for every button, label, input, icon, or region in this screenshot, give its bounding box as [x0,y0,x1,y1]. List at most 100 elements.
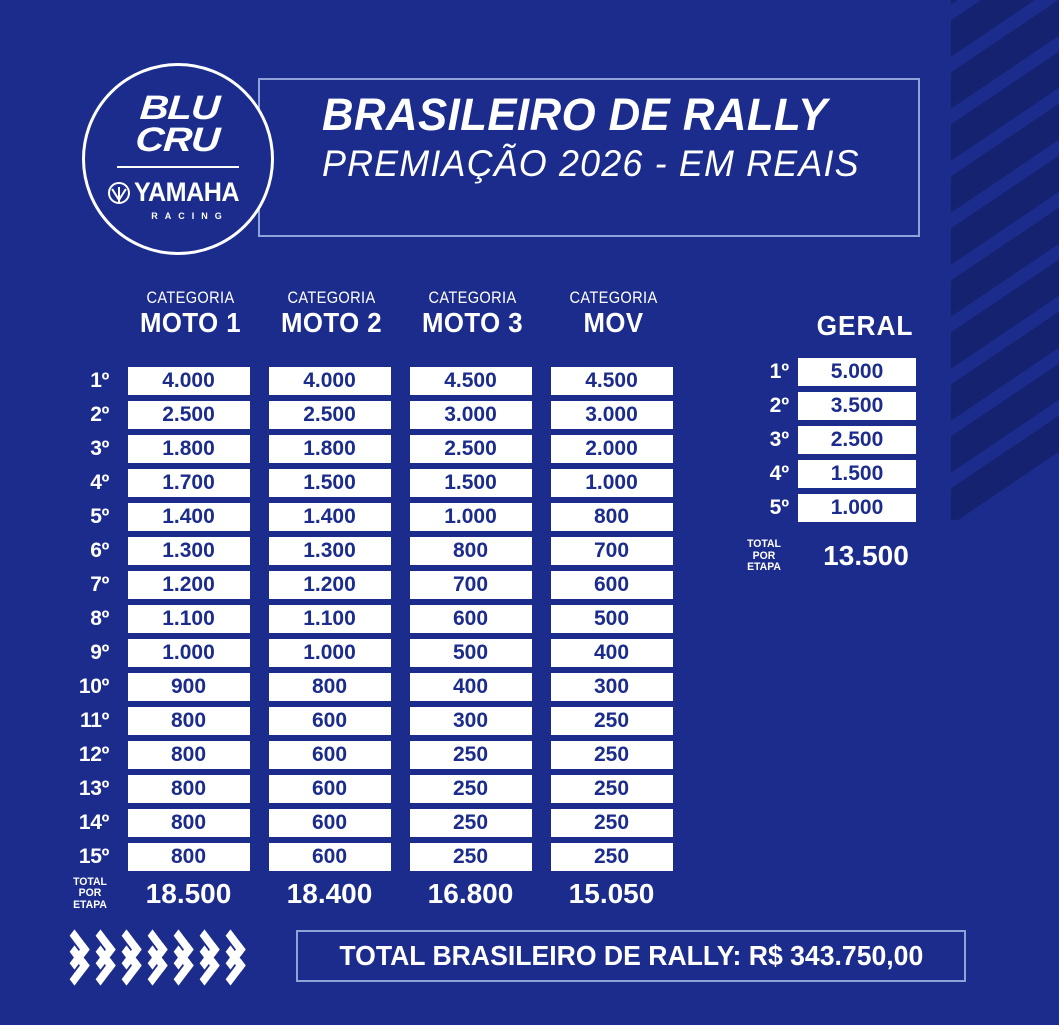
column-total-value: 18.400 [286,878,373,909]
rank-label: 1º [90,369,109,392]
table-totals-row: TOTAL POR ETAPA 18.500 18.400 16.800 15.050 [62,874,682,914]
cell-wrap: 800 [118,741,259,769]
cell-wrap: 1.000 [259,639,400,667]
prize-value-cell: 2.500 [127,401,250,429]
table-row: 9º 1.000 1.000 500 400 [62,636,682,670]
prize-value-cell: 1.800 [268,435,391,463]
rank-label: 15º [78,845,109,868]
cell-wrap: 3.000 [400,401,541,429]
logo-divider [117,166,239,169]
prize-value-cell: 700 [550,537,673,565]
cell-wrap: 1.400 [259,503,400,531]
prize-value-cell: 1.300 [127,537,250,565]
prize-value-cell: 3.000 [550,401,673,429]
geral-row: 3º 2.500 [730,423,960,457]
column-category-label: CATEGORIA [428,288,517,307]
rank-label: 6º [90,539,109,562]
prize-value-cell: 600 [550,571,673,599]
geral-rank-label: 5º [769,496,789,519]
prize-value-cell: 1.100 [127,605,250,633]
column-name-label: MOTO 2 [280,307,383,338]
cell-wrap: 1.100 [259,605,400,633]
geral-rank-label: 4º [769,462,789,485]
prize-value-cell: 1.200 [268,571,391,599]
blu-cru-line2: CRU [133,120,220,159]
prize-value-cell: 3.000 [409,401,532,429]
poster-footer: TOTAL BRASILEIRO DE RALLY: R$ 343.750,00 [0,928,1059,992]
prize-value-cell: 250 [409,775,532,803]
prize-value-cell: 600 [268,775,391,803]
table-row: 5º 1.400 1.400 1.000 800 [62,500,682,534]
rank-label: 3º [90,437,109,460]
cell-wrap: 1.500 [400,469,541,497]
chevron-icon [88,933,114,977]
yamaha-logo-row: YAMAHA [108,177,247,208]
cell-wrap: 1.300 [118,537,259,565]
rank-label: 4º [90,471,109,494]
table-row: 6º 1.300 1.300 800 700 [62,534,682,568]
rank-label: 2º [90,403,109,426]
grand-total-text: TOTAL BRASILEIRO DE RALLY: R$ 343.750,00 [339,940,923,971]
prize-value-cell: 1.200 [127,571,250,599]
prize-value-cell: 4.500 [550,367,673,395]
prize-value-cell: 250 [409,843,532,871]
cell-wrap: 1.400 [118,503,259,531]
grand-total-banner: TOTAL BRASILEIRO DE RALLY: R$ 343.750,00 [296,930,966,982]
geral-rank-label: 3º [769,428,789,451]
cell-wrap: 250 [400,741,541,769]
cell-wrap: 4.000 [118,367,259,395]
geral-value-cell: 1.500 [798,460,916,488]
cell-wrap: 1.000 [541,469,682,497]
cell-wrap: 600 [400,605,541,633]
table-body: 1º 4.000 4.000 4.500 4.500 2º 2.500 2.500 3.000 3… [62,364,682,874]
cell-wrap: 2.000 [541,435,682,463]
geral-row: 5º 1.000 [730,491,960,525]
cell-wrap: 700 [541,537,682,565]
cell-wrap: 800 [118,809,259,837]
cell-wrap: 800 [118,843,259,871]
prize-value-cell: 1.000 [409,503,532,531]
table-row: 11º 800 600 300 250 [62,704,682,738]
geral-value-cell: 3.500 [798,392,916,420]
page-subtitle: PREMIAÇÃO 2026 - EM REAIS [322,142,860,184]
cell-wrap: 600 [259,707,400,735]
cell-wrap: 1.800 [118,435,259,463]
geral-value-cell: 1.000 [798,494,916,522]
cell-wrap: 2.500 [400,435,541,463]
cell-wrap: 1.000 [400,503,541,531]
cell-wrap: 2.500 [259,401,400,429]
cell-wrap: 250 [400,809,541,837]
cell-wrap: 250 [400,775,541,803]
cell-wrap: 500 [541,605,682,633]
cell-wrap: 1.300 [259,537,400,565]
chevron-icon [140,933,166,977]
prize-value-cell: 4.000 [268,367,391,395]
prize-value-cell: 800 [127,707,250,735]
prize-value-cell: 800 [550,503,673,531]
column-name-label: MOTO 1 [139,307,242,338]
prize-value-cell: 500 [550,605,673,633]
rank-label: 5º [90,505,109,528]
cell-wrap: 250 [541,775,682,803]
geral-total-value: 13.500 [823,540,909,572]
column-header-4: CATEGORIA MOV [543,288,684,339]
column-header-1: CATEGORIA MOTO 1 [120,288,261,339]
chevron-icon [218,933,244,977]
prize-value-cell: 400 [409,673,532,701]
page-title: BRASILEIRO DE RALLY [322,89,828,140]
stripe-bar [951,249,1059,404]
prize-value-cell: 250 [409,741,532,769]
chevron-icon [166,933,192,977]
geral-rank-label: 2º [769,394,789,417]
prize-value-cell: 2.500 [409,435,532,463]
geral-rank-label: 1º [769,360,789,383]
cell-wrap: 600 [259,843,400,871]
cell-wrap: 4.500 [400,367,541,395]
prize-value-cell: 4.000 [127,367,250,395]
racing-wordmark: RACING [151,211,229,222]
table-row: 14º 800 600 250 250 [62,806,682,840]
column-total-value: 15.050 [568,878,655,909]
yamaha-wordmark: YAMAHA [134,177,240,208]
cell-wrap: 2.500 [118,401,259,429]
